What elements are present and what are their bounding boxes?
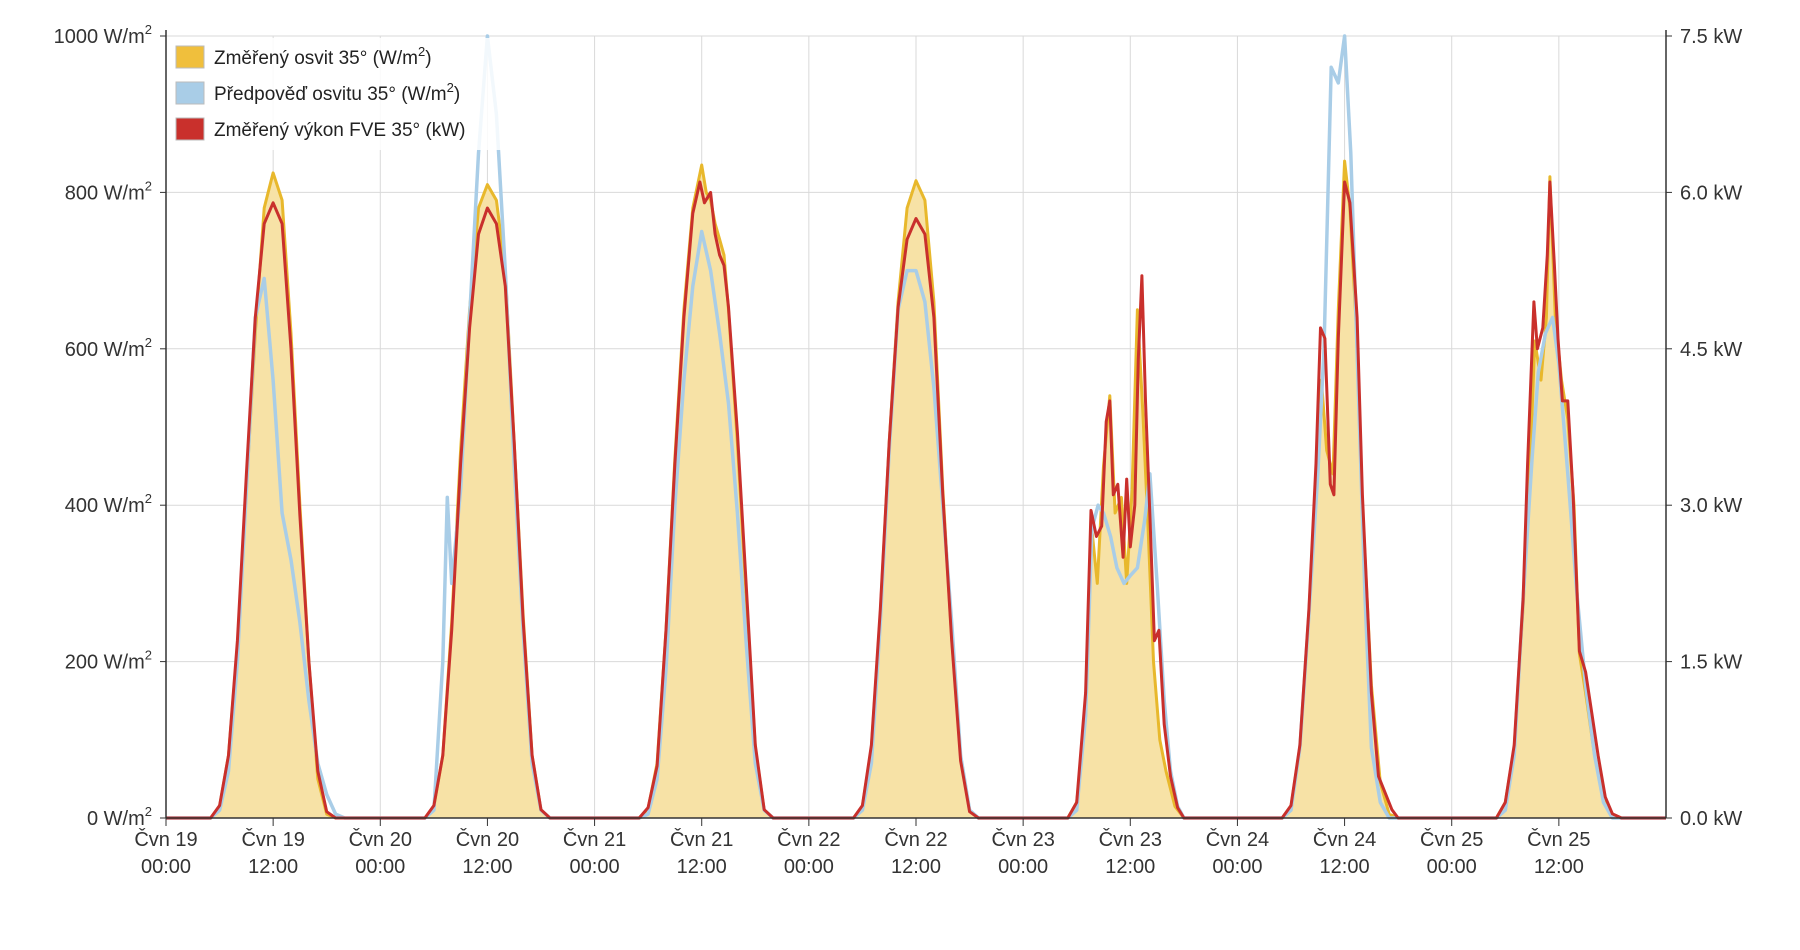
x-tick-label-time: 00:00 <box>1427 856 1477 878</box>
x-tick-label-time: 12:00 <box>1320 856 1370 878</box>
x-tick-label-time: 12:00 <box>1534 856 1584 878</box>
x-tick-label-time: 00:00 <box>998 856 1048 878</box>
x-tick-label-date: Čvn 20 <box>349 828 412 851</box>
right-tick-label: 1.5 kW <box>1680 652 1742 674</box>
legend-item-forecast[interactable]: Předpověď osvitu 35° (W/m2) <box>175 80 460 105</box>
x-tick-label-date: Čvn 24 <box>1206 828 1269 851</box>
x-tick-label-date: Čvn 23 <box>1099 828 1162 851</box>
right-tick-label: 6.0 kW <box>1680 182 1742 204</box>
x-tick-label-date: Čvn 21 <box>563 828 626 851</box>
x-tick-label-time: 12:00 <box>1105 856 1155 878</box>
x-tick-label-date: Čvn 19 <box>241 828 304 851</box>
x-tick-label-date: Čvn 23 <box>991 828 1054 851</box>
forecast-irradiance-line <box>166 34 1666 820</box>
x-tick-label-date: Čvn 22 <box>884 828 947 851</box>
x-tick-label-time: 00:00 <box>784 856 834 878</box>
legend-swatch <box>175 45 205 69</box>
left-tick-label: 800 W/m2 <box>65 178 152 204</box>
right-tick-label: 0.0 kW <box>1680 808 1742 830</box>
axis-layer: 0 W/m2 200 W/m2 400 W/m2 600 W/m2 800 W/m2 10… <box>54 22 1743 878</box>
right-tick-label: 7.5 kW <box>1680 26 1742 48</box>
x-tick-label-date: Čvn 20 <box>456 828 519 851</box>
x-tick-label-time: 12:00 <box>891 856 941 878</box>
x-tick-label-time: 12:00 <box>677 856 727 878</box>
legend-background <box>170 38 530 150</box>
left-tick-label: 1000 W/m2 <box>54 22 152 48</box>
x-tick-label-date: Čvn 25 <box>1420 828 1483 851</box>
left-tick-label: 0 W/m2 <box>87 804 152 830</box>
x-tick-label-date: Čvn 19 <box>134 828 197 851</box>
legend[interactable]: Změřený osvit 35° (W/m2) Předpověď osvitu… <box>170 38 530 150</box>
legend-item-power[interactable]: Změřený výkon FVE 35° (kW) <box>175 117 465 141</box>
x-tick-label-date: Čvn 25 <box>1527 828 1590 851</box>
x-tick-label-time: 00:00 <box>570 856 620 878</box>
legend-label: Změřený osvit 35° (W/m2) <box>214 44 432 69</box>
right-tick-label: 4.5 kW <box>1680 339 1742 361</box>
legend-label: Předpověď osvitu 35° (W/m2) <box>214 80 460 105</box>
measured-irradiance-area <box>166 161 1666 819</box>
x-tick-label-date: Čvn 24 <box>1313 828 1376 851</box>
x-tick-label-time: 12:00 <box>248 856 298 878</box>
left-tick-label: 600 W/m2 <box>65 335 152 361</box>
legend-label: Změřený výkon FVE 35° (kW) <box>214 120 465 141</box>
x-tick-label-time: 00:00 <box>141 856 191 878</box>
left-tick-label: 400 W/m2 <box>65 491 152 517</box>
x-tick-label-date: Čvn 21 <box>670 828 733 851</box>
x-tick-label-time: 00:00 <box>1212 856 1262 878</box>
right-tick-label: 3.0 kW <box>1680 495 1742 517</box>
x-tick-label-time: 00:00 <box>355 856 405 878</box>
legend-item-measured[interactable]: Změřený osvit 35° (W/m2) <box>175 44 432 69</box>
legend-swatch <box>175 117 205 141</box>
left-tick-label: 200 W/m2 <box>65 648 152 674</box>
legend-swatch <box>175 81 205 105</box>
x-tick-label-date: Čvn 22 <box>777 828 840 851</box>
x-tick-label-time: 12:00 <box>462 856 512 878</box>
